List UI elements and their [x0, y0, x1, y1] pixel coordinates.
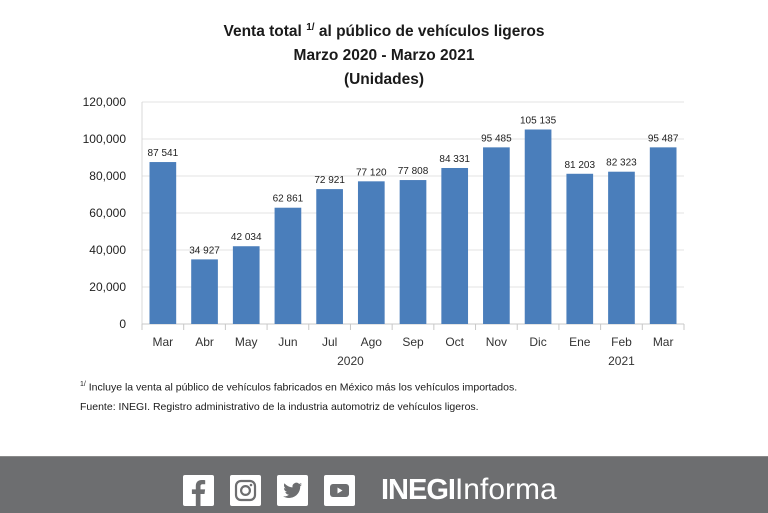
- x-tick-label: Oct: [445, 335, 464, 349]
- bar: [232, 246, 260, 324]
- data-label: 77 808: [398, 166, 429, 177]
- data-label: 87 541: [148, 148, 179, 159]
- x-tick-label: May: [235, 335, 258, 349]
- y-tick-label: 20,000: [89, 280, 126, 294]
- source-note: Fuente: INEGI. Registro administrativo d…: [80, 401, 479, 413]
- x-tick-label: Ago: [361, 335, 383, 349]
- chart-title-line2: Marzo 2020 - Marzo 2021: [293, 47, 475, 64]
- bar: [274, 207, 302, 324]
- x-tick-label: Jul: [322, 335, 337, 349]
- x-tick-label: Ene: [569, 335, 591, 349]
- bar: [483, 147, 510, 324]
- data-label: 42 034: [231, 232, 262, 243]
- y-tick-label: 100,000: [83, 132, 127, 146]
- data-label: 105 135: [520, 116, 557, 127]
- year-group-label: 2021: [608, 354, 635, 368]
- y-tick-label: 40,000: [89, 243, 126, 257]
- y-tick-label: 0: [119, 317, 126, 331]
- x-tick-label: Jun: [278, 335, 297, 349]
- x-tick-label: Sep: [402, 335, 424, 349]
- data-label: 34 927: [189, 245, 220, 256]
- brand-light: Informa: [454, 473, 557, 506]
- footnote: 1/ Incluye la venta al público de vehícu…: [80, 381, 517, 394]
- data-label: 81 203: [564, 160, 595, 171]
- bar: [357, 181, 385, 324]
- y-tick-label: 120,000: [83, 95, 127, 109]
- footnote-text: Incluye la venta al público de vehículos…: [88, 381, 518, 394]
- data-label: 95 485: [481, 133, 512, 144]
- chart-title-line1: Venta total 1/ al público de vehículos l…: [0, 22, 768, 41]
- bar-chart: 0 20,000 40,000 60,000 80,000 100,000 120,000 8…: [83, 95, 685, 368]
- data-label: 82 323: [606, 158, 637, 169]
- x-tick-label: Mar: [153, 335, 174, 349]
- bar: [608, 171, 635, 324]
- facebook-icon[interactable]: [183, 475, 214, 506]
- y-tick-label: 80,000: [89, 169, 126, 183]
- inegi-informa-logo: INEGIInforma: [381, 472, 557, 508]
- brand-bold: INEGI: [381, 474, 456, 506]
- title-footnote-mark: 1/: [306, 22, 315, 33]
- bar: [524, 129, 552, 324]
- x-tick-label: Feb: [611, 335, 632, 349]
- bar: [149, 162, 177, 324]
- bar: [316, 189, 343, 324]
- instagram-icon[interactable]: [230, 475, 261, 506]
- data-label: 77 120: [356, 167, 387, 178]
- year-group-label: 2020: [337, 354, 364, 368]
- x-tick-label: Nov: [486, 335, 507, 349]
- bar: [399, 180, 427, 324]
- data-label: 84 331: [439, 154, 470, 165]
- title-text-2: al público de vehículos ligeros: [318, 23, 545, 41]
- x-tick-label: Abr: [195, 335, 214, 349]
- bar: [649, 147, 677, 324]
- twitter-icon[interactable]: [277, 475, 308, 506]
- bar: [191, 259, 218, 324]
- title-text: Venta total: [223, 23, 302, 41]
- data-label: 95 487: [648, 133, 679, 144]
- x-tick-label: Mar: [653, 335, 674, 349]
- data-label: 72 921: [314, 175, 345, 186]
- bar: [441, 167, 469, 324]
- footnote-mark: 1/: [80, 381, 86, 388]
- youtube-icon[interactable]: [324, 475, 355, 506]
- bar: [566, 173, 594, 324]
- data-label: 62 861: [273, 194, 304, 205]
- footer-banner: INEGIInforma: [0, 456, 768, 513]
- y-tick-label: 60,000: [89, 206, 126, 220]
- x-tick-label: Dic: [529, 335, 546, 349]
- chart-title-line3: (Unidades): [343, 71, 425, 88]
